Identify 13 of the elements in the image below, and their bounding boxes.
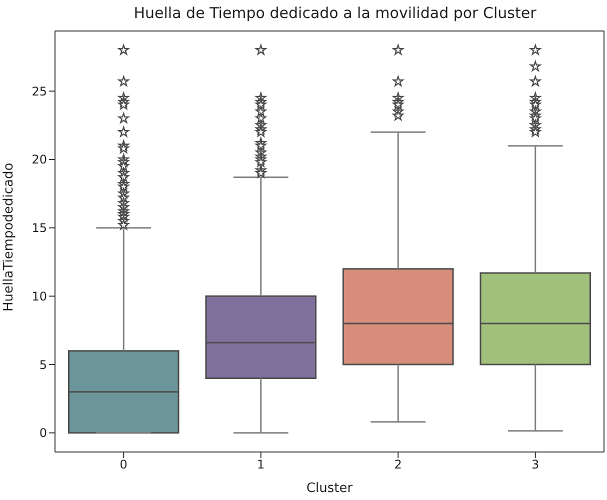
x-axis-title: Cluster	[306, 481, 354, 496]
y-tick-label: 10	[32, 289, 47, 304]
chart-title: Huella de Tiempo dedicado a la movilidad por Cluster	[132, 4, 538, 22]
x-tick-label: 0	[120, 458, 128, 472]
y-tick-label: 20	[32, 152, 47, 167]
x-tick-label: 1	[257, 458, 265, 472]
y-tick-label: 0	[39, 426, 47, 440]
y-tick-label: 15	[32, 221, 47, 236]
y-tick-label: 5	[39, 358, 47, 372]
x-tick-label: 2	[394, 458, 402, 472]
x-tick-label: 3	[532, 458, 540, 472]
y-tick-label: 25	[32, 84, 47, 98]
y-axis-title: HuellaTiempodedicado	[2, 162, 17, 312]
